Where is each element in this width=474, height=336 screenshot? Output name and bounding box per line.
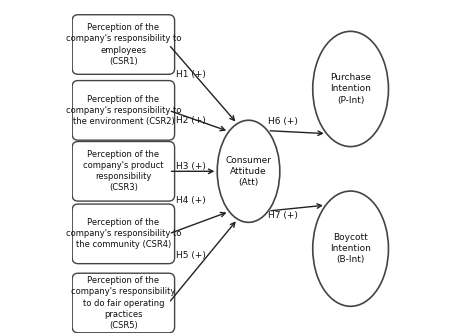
Ellipse shape xyxy=(313,31,389,146)
Text: H7 (+): H7 (+) xyxy=(268,211,298,220)
Text: H5 (+): H5 (+) xyxy=(176,251,206,260)
Text: Perception of the
company's responsibility to
the community (CSR4): Perception of the company's responsibili… xyxy=(66,218,181,249)
FancyBboxPatch shape xyxy=(72,273,174,333)
Text: Boycott
Intention
(B-Int): Boycott Intention (B-Int) xyxy=(330,233,371,264)
Text: Consumer
Attitude
(Att): Consumer Attitude (Att) xyxy=(226,156,272,187)
Text: Perception of the
company's product
responsibility
(CSR3): Perception of the company's product resp… xyxy=(83,150,164,193)
FancyBboxPatch shape xyxy=(72,204,174,264)
Text: Perception of the
company's responsibility to
employees
(CSR1): Perception of the company's responsibili… xyxy=(66,24,181,66)
FancyBboxPatch shape xyxy=(72,81,174,140)
Text: H4 (+): H4 (+) xyxy=(176,197,206,205)
FancyBboxPatch shape xyxy=(72,15,174,74)
Text: H1 (+): H1 (+) xyxy=(176,70,206,79)
FancyBboxPatch shape xyxy=(72,141,174,201)
Ellipse shape xyxy=(217,120,280,222)
Text: H2 (+): H2 (+) xyxy=(176,116,206,125)
Ellipse shape xyxy=(313,191,389,306)
Text: Purchase
Intention
(P-Int): Purchase Intention (P-Int) xyxy=(330,73,371,104)
Text: Perception of the
company's responsibility to
the environment (CSR2): Perception of the company's responsibili… xyxy=(66,95,181,126)
Text: Perception of the
company's responsibility
to do fair operating
practices
(CSR5): Perception of the company's responsibili… xyxy=(71,276,175,330)
Text: H6 (+): H6 (+) xyxy=(268,117,298,126)
Text: H3 (+): H3 (+) xyxy=(176,162,206,171)
